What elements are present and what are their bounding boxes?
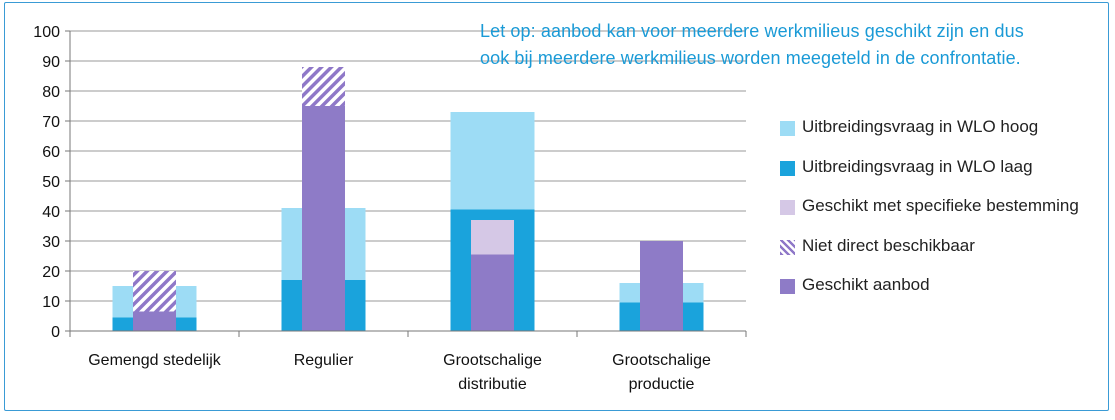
y-tick-label-40: 40 (42, 204, 60, 221)
legend-swatch-wlo-hoog (780, 121, 795, 136)
bar-geschikt-aanbod-2 (471, 254, 514, 331)
x-category-label-line: Regulier (294, 352, 354, 369)
x-category-label-line: Grootschalige (612, 352, 711, 369)
chart-frame (4, 2, 1109, 411)
legend-label-wlo-hoog: Uitbreidingsvraag in WLO hoog (802, 117, 1039, 136)
x-category-label-line: Grootschalige (443, 352, 542, 369)
y-tick-label-80: 80 (42, 84, 60, 101)
legend-label-niet-direct: Niet direct beschikbaar (802, 235, 975, 255)
y-tick-label-10: 10 (42, 294, 60, 311)
y-tick-label-30: 30 (42, 234, 60, 251)
bar-niet-direct-0 (133, 271, 176, 312)
bar-geschikt-aanbod-3 (640, 241, 683, 331)
chart-note: Let op: aanbod kan voor meerdere werkmil… (480, 18, 1100, 72)
note-line-1: Let op: aanbod kan voor meerdere werkmil… (480, 21, 1024, 41)
y-tick-label-100: 100 (33, 24, 60, 41)
legend-swatch-specifiek (780, 200, 795, 215)
bar-geschikt-aanbod-0 (133, 311, 176, 331)
x-category-label-line: Gemengd stedelijk (88, 352, 222, 369)
x-category-label-line: distributie (458, 376, 527, 393)
legend-swatch-geschikt (780, 279, 795, 294)
bar-geschikt-aanbod-1 (302, 106, 345, 331)
y-tick-label-60: 60 (42, 144, 60, 161)
y-tick-label-20: 20 (42, 264, 60, 281)
bar-niet-direct-1 (302, 67, 345, 106)
note-line-2: ook bij meerdere werkmilieus worden meeg… (480, 48, 1021, 68)
legend-label-geschikt: Geschikt aanbod (802, 275, 930, 294)
x-category-label-3: Grootschalige productie (612, 352, 711, 393)
legend-swatch-niet-direct (780, 239, 795, 255)
y-tick-label-50: 50 (42, 174, 60, 191)
y-tick-label-70: 70 (42, 114, 60, 131)
legend-swatch-wlo-laag (780, 160, 795, 176)
x-category-label-0: Gemengd stedelijk (88, 352, 222, 369)
y-tick-label-0: 0 (51, 324, 60, 341)
x-category-label-2: Grootschalige distributie (443, 352, 542, 393)
y-tick-label-90: 90 (42, 54, 60, 71)
legend-label-specifiek: Geschikt met specifieke bestemming (802, 196, 1079, 215)
x-category-label-line: productie (629, 376, 695, 393)
legend-label-wlo-laag: Uitbreidingsvraag in WLO laag (802, 156, 1033, 176)
x-category-label-1: Regulier (294, 352, 354, 369)
bar-specifieke-bestemming-2 (471, 220, 514, 255)
